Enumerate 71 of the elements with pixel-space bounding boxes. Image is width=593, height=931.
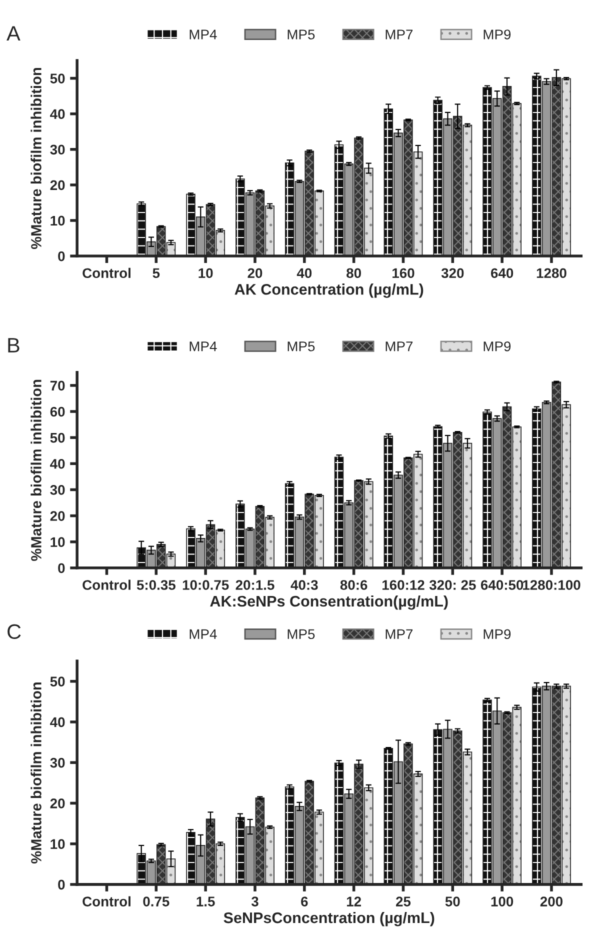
y-tick-label: 60 — [50, 406, 65, 417]
y-tick-label: 30 — [50, 144, 65, 155]
text: C — [8, 624, 21, 640]
x-tick-label: 25 — [396, 896, 411, 906]
legend-label: MP4 — [190, 342, 217, 352]
legend-label: MP4 — [190, 629, 217, 639]
x-tick-label: 320 — [441, 268, 464, 278]
x-axis-title: AK:SeNPs Consentration(µg/mL) — [210, 595, 448, 610]
y-tick-label: 10 — [50, 216, 65, 226]
x-tick-label: 640 — [490, 268, 514, 278]
x-tick-label: 80 — [346, 268, 361, 278]
x-tick-label: Control — [82, 268, 130, 278]
x-tick-label: 80:6 — [340, 580, 368, 590]
x-axis-title: AK Concentration (µg/mL) — [234, 284, 424, 298]
legend-label: MP4 — [190, 30, 217, 40]
legend-label: MP7 — [386, 30, 413, 40]
y-tick-label: 0 — [58, 880, 65, 890]
y-tick-label: 70 — [50, 380, 65, 391]
text: A — [6, 26, 20, 41]
y-tick-label: 30 — [50, 758, 65, 768]
x-tick-label: 5:0.35 — [136, 580, 176, 590]
y-tick-label: 40 — [50, 109, 65, 120]
x-tick-label: 160:12 — [382, 580, 424, 590]
legend-label: MP9 — [484, 30, 511, 40]
y-tick-label: 50 — [50, 676, 65, 686]
legend-label: MP5 — [288, 30, 315, 40]
y-tick-label: 10 — [50, 537, 65, 548]
x-tick-label: 10:0.75 — [182, 580, 229, 590]
x-tick-label: 12 — [346, 896, 361, 906]
x-tick-label: 5 — [152, 268, 160, 278]
y-tick-label: 40 — [50, 458, 65, 469]
y-tick-label: 10 — [50, 839, 65, 849]
x-tick-label: 0.75 — [143, 896, 170, 906]
y-tick-label: 20 — [50, 798, 65, 808]
y-tick-label: 0 — [58, 563, 65, 574]
x-tick-label: 1280 — [536, 268, 566, 278]
x-tick-label: 10 — [198, 268, 213, 278]
y-tick-label: 20 — [50, 511, 65, 521]
x-tick-label: 100 — [491, 896, 514, 906]
x-tick-label: 6 — [301, 896, 308, 906]
x-tick-label: 3 — [251, 896, 258, 906]
legend-label: MP5 — [288, 342, 315, 352]
x-tick-label: 320: 25 — [429, 580, 476, 590]
y-tick-label: 50 — [50, 74, 65, 84]
y-tick-label: 0 — [58, 251, 65, 262]
x-tick-label: 200 — [540, 896, 563, 906]
x-tick-label: 160 — [392, 268, 414, 278]
y-tick-label: 50 — [50, 432, 65, 443]
x-tick-label: Control — [82, 580, 130, 590]
text: B — [8, 338, 20, 352]
legend-label: MP7 — [386, 342, 413, 352]
x-tick-label: 640:50 — [480, 580, 524, 590]
legend-label: MP7 — [386, 629, 413, 639]
y-tick-label: 40 — [50, 717, 65, 728]
y-axis-title: %Mature biofilm inhibition — [30, 68, 42, 250]
y-axis-title: %Mature biofilm inhibition — [30, 380, 42, 561]
x-tick-label: Control — [82, 896, 130, 906]
x-tick-label: 40:3 — [290, 580, 318, 590]
legend-label: MP9 — [484, 341, 511, 352]
x-tick-label: 40 — [296, 268, 312, 278]
y-axis-title: %Mature biofilm inhibition — [30, 682, 42, 864]
x-tick-label: 50 — [445, 896, 460, 906]
x-tick-label: 20 — [248, 268, 262, 278]
x-tick-label: 20:1.5 — [236, 580, 274, 590]
x-axis-title: SeNPsConcentration (µg/mL) — [224, 912, 434, 926]
legend-label: MP5 — [288, 629, 315, 640]
y-tick-label: 30 — [50, 485, 65, 495]
x-tick-label: 1280:100 — [523, 580, 580, 590]
legend-label: MP9 — [484, 629, 511, 640]
y-tick-label: 20 — [50, 180, 65, 190]
x-tick-label: 1.5 — [196, 896, 215, 906]
